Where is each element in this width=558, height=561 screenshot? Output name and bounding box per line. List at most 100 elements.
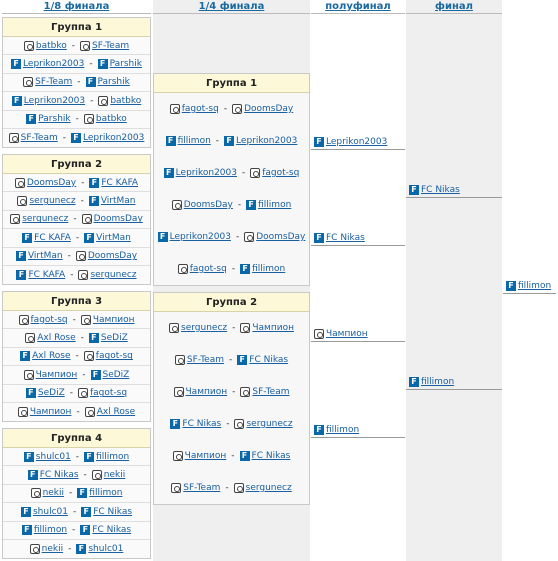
team-link[interactable]: batbko: [110, 95, 142, 106]
fifa-icon: F: [20, 506, 31, 517]
team-link[interactable]: SF-Team: [252, 387, 290, 397]
team-link[interactable]: DoomsDay: [183, 200, 233, 210]
vs-separator: -: [225, 483, 229, 493]
team-link[interactable]: fillimon: [96, 451, 130, 462]
team-link[interactable]: SeDiZ: [100, 333, 128, 344]
team-link[interactable]: DoomsDay: [26, 177, 77, 188]
team-link[interactable]: FC KAFA: [28, 270, 66, 281]
team-link[interactable]: Чампион: [29, 407, 72, 418]
team-link[interactable]: FC Nikas: [421, 184, 460, 195]
team-link[interactable]: FC KAFA: [101, 177, 139, 188]
team-link[interactable]: nekii: [103, 470, 126, 481]
team-link[interactable]: FC Nikas: [249, 355, 289, 365]
team-link[interactable]: Чампион: [184, 451, 227, 461]
team-link[interactable]: Axl Rose: [96, 407, 136, 418]
round-of-16-link[interactable]: 1/8 финала: [43, 1, 110, 12]
away-team: DoomsDay: [81, 214, 143, 225]
team-link[interactable]: Leprikon2003: [23, 95, 86, 106]
final-link[interactable]: финал: [435, 1, 473, 12]
team-link[interactable]: fagot-sq: [30, 314, 68, 325]
team-link[interactable]: fillimon: [326, 424, 360, 435]
team-link[interactable]: VirtMan: [96, 232, 131, 243]
team-link[interactable]: DoomsDay: [93, 214, 143, 225]
quarterfinal-link[interactable]: 1/4 финала: [198, 1, 265, 12]
team-link[interactable]: sergunecz: [90, 270, 137, 281]
team-link[interactable]: FC Nikas: [92, 525, 132, 536]
controller-icon: [314, 328, 324, 339]
team-link[interactable]: SF-Team: [20, 133, 58, 144]
semifinal-link[interactable]: полуфинал: [325, 1, 391, 12]
team-link[interactable]: sergunecz: [246, 419, 293, 429]
team-link[interactable]: Leprikon2003: [326, 136, 388, 147]
team-link[interactable]: sergunecz: [22, 214, 69, 225]
team-link[interactable]: Leprikon2003: [23, 59, 85, 70]
team-link[interactable]: Parshik: [97, 77, 130, 88]
team-link[interactable]: Leprikon2003: [175, 168, 237, 178]
team-link[interactable]: Чампион: [326, 328, 368, 339]
team-link[interactable]: FC KAFA: [34, 232, 71, 243]
team-link[interactable]: Чампион: [35, 369, 78, 380]
team-link[interactable]: fillimon: [33, 525, 68, 536]
team-link[interactable]: fagot-sq: [262, 168, 300, 178]
team-link[interactable]: fillimon: [89, 488, 123, 499]
team-link[interactable]: sergunecz: [29, 196, 76, 207]
semifinal-column: полуфинал F Leprikon2003 F FC Nikas Чампион F…: [311, 0, 405, 561]
match-row: F FC Nikas - nekii: [3, 466, 150, 485]
controller-icon: [172, 451, 183, 461]
team-link[interactable]: shulc01: [32, 506, 68, 517]
team-link[interactable]: Axl Rose: [32, 351, 71, 362]
team-link[interactable]: batbko: [35, 40, 67, 51]
team-link[interactable]: shulc01: [35, 451, 71, 462]
team-link[interactable]: SF-Team: [186, 355, 225, 365]
team-link[interactable]: VirtMan: [27, 251, 63, 262]
team-link[interactable]: FC Nikas: [39, 470, 79, 481]
team-link[interactable]: fillimon: [421, 376, 455, 387]
team-link[interactable]: Чампион: [252, 323, 294, 333]
team-link[interactable]: DoomsDay: [87, 251, 138, 262]
team-link[interactable]: batbko: [95, 114, 127, 125]
fifa-icon: F: [84, 451, 95, 462]
team-link[interactable]: FC Nikas: [251, 451, 291, 461]
team-link[interactable]: SF-Team: [35, 77, 73, 88]
team-link[interactable]: fagot-sq: [90, 388, 128, 399]
team-link[interactable]: sergunecz: [245, 483, 292, 493]
away-team: Чампион: [240, 323, 294, 333]
home-team: F VirtMan: [15, 251, 63, 262]
team-link[interactable]: fagot-sq: [181, 104, 219, 114]
team-link[interactable]: VirtMan: [100, 196, 136, 207]
team-link[interactable]: DoomsDay: [256, 232, 306, 242]
team-link[interactable]: nekii: [41, 544, 64, 555]
controller-icon: [75, 251, 86, 262]
team-link[interactable]: FC Nikas: [182, 419, 222, 429]
team-link[interactable]: FC Nikas: [93, 506, 133, 517]
team-link[interactable]: SF-Team: [183, 483, 221, 493]
team-link[interactable]: DoomsDay: [244, 104, 294, 114]
team-link[interactable]: shulc01: [88, 544, 124, 555]
team-link[interactable]: Leprikon2003: [236, 136, 298, 146]
team-link[interactable]: fagot-sq: [95, 351, 133, 362]
team-link[interactable]: SF-Team: [92, 40, 130, 51]
match-row: Чампион - SF-Team: [154, 376, 309, 408]
team-link[interactable]: Axl Rose: [37, 333, 76, 344]
team-link[interactable]: FC Nikas: [326, 232, 365, 243]
team-link[interactable]: fillimon: [177, 136, 211, 146]
team-link[interactable]: nekii: [42, 488, 65, 499]
team-link[interactable]: SeDiZ: [102, 369, 130, 380]
team-link[interactable]: Leprikon2003: [83, 133, 145, 144]
team-link[interactable]: fillimon: [258, 200, 292, 210]
team-link[interactable]: fillimon: [252, 264, 286, 274]
team-link[interactable]: SeDiZ: [37, 388, 65, 399]
team-link[interactable]: Чампион: [185, 387, 228, 397]
team-link[interactable]: Чампион: [92, 314, 135, 325]
team-link[interactable]: fillimon: [518, 280, 552, 291]
team-link[interactable]: fagot-sq: [189, 264, 227, 274]
team-link[interactable]: Leprikon2003: [169, 232, 231, 242]
team-link[interactable]: Parshik: [109, 59, 142, 70]
home-team: nekii: [29, 544, 64, 555]
team-link[interactable]: sergunecz: [181, 323, 228, 333]
team-link[interactable]: Parshik: [38, 114, 71, 125]
away-team: fagot-sq: [83, 351, 133, 362]
